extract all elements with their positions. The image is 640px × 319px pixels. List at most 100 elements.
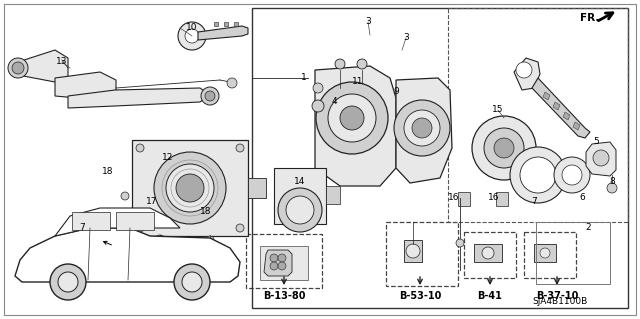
Bar xyxy=(464,232,516,278)
Bar xyxy=(404,240,422,262)
Bar xyxy=(274,168,326,224)
Circle shape xyxy=(278,262,286,270)
Circle shape xyxy=(357,59,367,69)
Circle shape xyxy=(278,254,286,262)
Bar xyxy=(246,234,322,288)
Bar xyxy=(496,192,508,206)
Circle shape xyxy=(166,164,214,212)
Bar xyxy=(448,8,628,222)
Circle shape xyxy=(185,29,199,43)
Circle shape xyxy=(206,236,214,244)
Text: FR.: FR. xyxy=(580,13,600,23)
Polygon shape xyxy=(586,142,616,176)
Text: 18: 18 xyxy=(200,207,212,217)
Circle shape xyxy=(8,58,28,78)
Bar xyxy=(534,244,556,262)
Circle shape xyxy=(58,272,78,292)
Circle shape xyxy=(174,264,210,300)
Circle shape xyxy=(50,264,86,300)
Circle shape xyxy=(227,78,237,88)
Circle shape xyxy=(394,100,450,156)
Circle shape xyxy=(607,183,617,193)
Bar xyxy=(248,178,266,198)
Polygon shape xyxy=(573,122,580,130)
Text: 4: 4 xyxy=(331,98,337,107)
Circle shape xyxy=(328,94,376,142)
Polygon shape xyxy=(543,92,550,100)
Circle shape xyxy=(236,144,244,152)
Text: 16: 16 xyxy=(488,194,500,203)
Circle shape xyxy=(121,192,129,200)
Polygon shape xyxy=(55,208,180,236)
Text: 9: 9 xyxy=(393,87,399,97)
Text: 12: 12 xyxy=(163,153,173,162)
Bar xyxy=(524,232,576,278)
Circle shape xyxy=(540,248,550,258)
Polygon shape xyxy=(553,102,560,110)
Text: 11: 11 xyxy=(352,78,364,86)
Text: B-37-10: B-37-10 xyxy=(536,291,578,301)
Circle shape xyxy=(593,150,609,166)
Circle shape xyxy=(270,262,278,270)
Text: 14: 14 xyxy=(294,177,306,187)
Bar xyxy=(116,212,154,230)
Text: 8: 8 xyxy=(609,177,615,187)
Text: B-41: B-41 xyxy=(477,291,502,301)
Circle shape xyxy=(482,247,494,259)
Bar xyxy=(72,212,110,230)
Polygon shape xyxy=(68,88,210,108)
Polygon shape xyxy=(18,50,68,82)
Polygon shape xyxy=(514,58,540,90)
Circle shape xyxy=(236,224,244,232)
Text: 2: 2 xyxy=(585,224,591,233)
Polygon shape xyxy=(15,228,240,282)
Circle shape xyxy=(404,110,440,146)
Circle shape xyxy=(182,272,202,292)
Circle shape xyxy=(12,62,24,74)
Circle shape xyxy=(286,196,314,224)
Bar xyxy=(458,192,470,206)
Circle shape xyxy=(406,244,420,258)
Circle shape xyxy=(494,138,514,158)
Polygon shape xyxy=(264,250,292,276)
Polygon shape xyxy=(315,66,396,186)
Polygon shape xyxy=(532,78,590,138)
Circle shape xyxy=(510,147,566,203)
Circle shape xyxy=(176,174,204,202)
Polygon shape xyxy=(396,78,452,183)
Bar xyxy=(234,22,238,26)
Circle shape xyxy=(201,87,219,105)
Text: 15: 15 xyxy=(492,106,504,115)
Text: 7: 7 xyxy=(531,197,537,206)
Circle shape xyxy=(278,188,322,232)
Bar xyxy=(474,244,502,262)
Text: 13: 13 xyxy=(56,57,68,66)
Bar xyxy=(536,222,610,284)
Text: SJA4B1100B: SJA4B1100B xyxy=(532,298,588,307)
Circle shape xyxy=(178,22,206,50)
Text: 17: 17 xyxy=(147,197,157,206)
Text: B-13-80: B-13-80 xyxy=(263,291,305,301)
Bar xyxy=(132,140,248,236)
Circle shape xyxy=(316,82,388,154)
Circle shape xyxy=(484,128,524,168)
Circle shape xyxy=(205,91,215,101)
Text: 16: 16 xyxy=(448,194,460,203)
Polygon shape xyxy=(55,72,116,100)
Circle shape xyxy=(554,157,590,193)
Circle shape xyxy=(270,254,278,262)
Text: 5: 5 xyxy=(593,137,599,146)
Text: 6: 6 xyxy=(579,194,585,203)
Circle shape xyxy=(313,83,323,93)
Text: B-53-10: B-53-10 xyxy=(399,291,441,301)
Circle shape xyxy=(340,106,364,130)
Bar xyxy=(252,8,628,308)
Circle shape xyxy=(516,62,532,78)
Circle shape xyxy=(136,224,144,232)
Circle shape xyxy=(136,144,144,152)
Text: 3: 3 xyxy=(365,18,371,26)
Bar xyxy=(386,222,458,286)
Circle shape xyxy=(412,118,432,138)
Circle shape xyxy=(562,165,582,185)
Text: 10: 10 xyxy=(186,24,198,33)
